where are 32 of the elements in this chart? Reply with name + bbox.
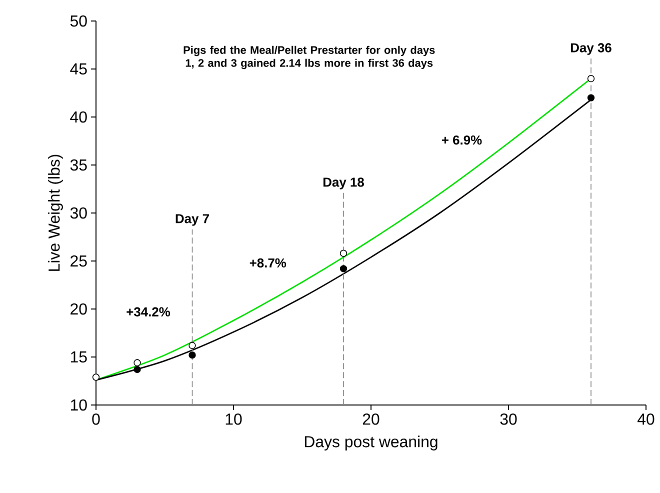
- point: [587, 75, 595, 82]
- y-tick-label: 45: [70, 63, 87, 75]
- annotation: +34.2%: [126, 307, 170, 316]
- x-tick-label: 20: [362, 414, 380, 425]
- y-tick-label: 10: [70, 399, 87, 411]
- point: [188, 351, 196, 359]
- y-tick-label: 40: [70, 111, 87, 123]
- point: [134, 359, 141, 366]
- ref-line-label: Day 18: [323, 178, 364, 190]
- y-tick-label: 50: [70, 15, 87, 27]
- annotation: Pigs fed the Meal/Pellet Prestarter for only days 1, 2 and 3 gained 2.14 lbs more in first 36 days: [184, 46, 435, 70]
- x-axis-title: Days post weaning: [304, 436, 438, 450]
- annotation: + 6.9%: [442, 135, 482, 145]
- ref-line-label: Day 36: [570, 43, 612, 55]
- annotation: +8.7%: [250, 258, 286, 268]
- ref-line-label: Day 7: [176, 214, 209, 226]
- y-tick-label: 35: [70, 159, 87, 171]
- point: [340, 265, 348, 272]
- point: [587, 94, 595, 102]
- x-tick-label: 10: [226, 414, 242, 425]
- x-tick-label: 40: [637, 414, 654, 425]
- y-tick-label: 15: [70, 351, 87, 363]
- point: [134, 366, 141, 374]
- y-tick-label: 30: [70, 207, 87, 219]
- x-tick-label: 0: [92, 414, 100, 425]
- y-axis-title: Live Weight (lbs): [48, 154, 63, 271]
- point: [92, 374, 100, 381]
- point: [340, 250, 348, 257]
- y-tick-label: 25: [70, 255, 87, 267]
- x-tick-label: 30: [500, 414, 517, 425]
- point: [188, 342, 196, 350]
- y-tick-label: 20: [70, 303, 87, 315]
